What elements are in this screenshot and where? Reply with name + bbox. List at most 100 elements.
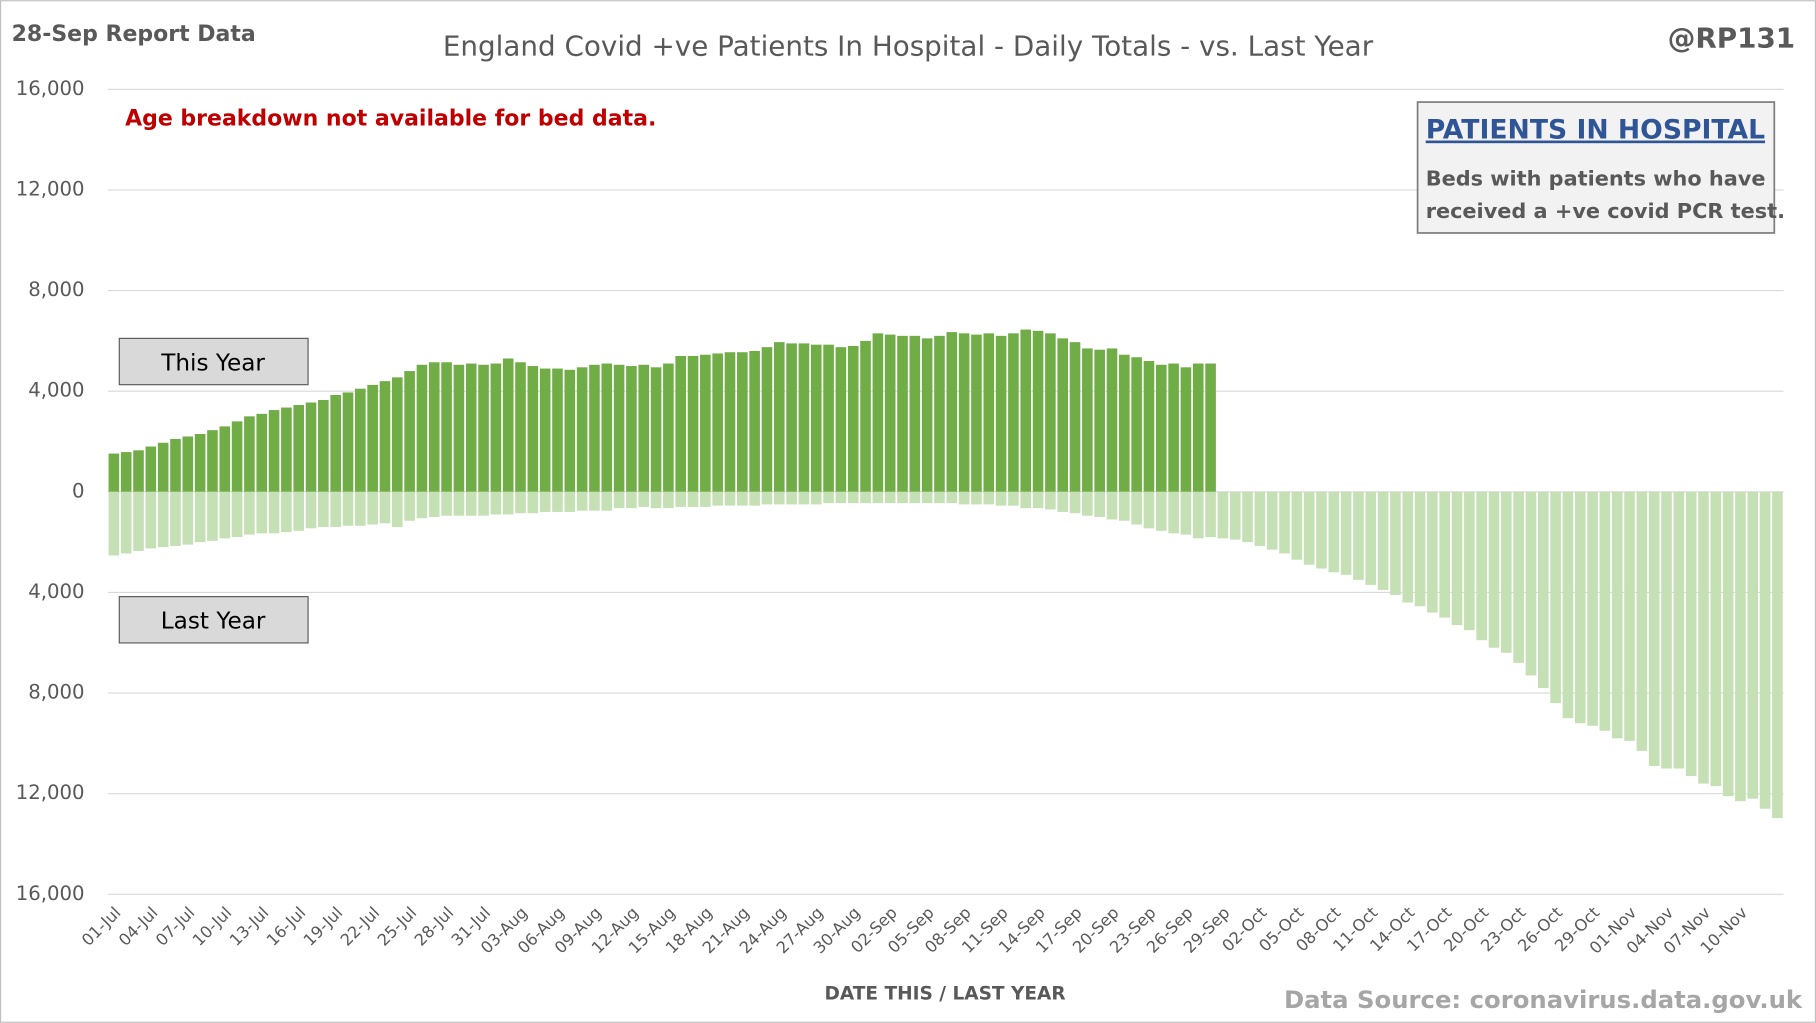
bars [108,329,1783,819]
bar [1673,491,1685,769]
bar [921,338,933,492]
legend-box [118,337,309,386]
bar [1143,361,1155,492]
bar [971,491,982,505]
bar [675,355,687,492]
y-tick-label: 16,000 [16,882,85,905]
bar [539,491,551,512]
bar [342,392,354,492]
bar [1192,491,1204,539]
bar [231,491,243,538]
bar [860,491,871,504]
bar [1722,491,1734,797]
info-line: Beds with patients who have [1426,167,1766,191]
bar [1353,491,1364,580]
bar [194,491,206,543]
bar [1537,491,1549,689]
bar [404,371,415,492]
y-tick-label: 12,000 [16,177,85,200]
bar [897,335,908,492]
bar [1069,342,1081,492]
bar [983,491,995,505]
bar [1402,491,1414,603]
info-heading: PATIENTS IN HOSPITAL [1426,115,1765,146]
bar [1525,491,1537,676]
bar [761,491,773,505]
bar [120,452,132,492]
bar [847,345,859,492]
legend-label: This Year [160,350,265,376]
y-tick-label: 4,000 [28,379,84,402]
bar [835,347,847,492]
bar [934,335,945,492]
bar [157,491,169,548]
bar [1513,491,1524,663]
bar [884,491,896,504]
bar [958,491,970,505]
bar [650,367,662,492]
bar [638,364,650,492]
bar [835,491,847,504]
bar [995,491,1007,506]
bar [1488,491,1500,648]
bar [663,363,674,492]
bar [1439,491,1451,618]
bar [798,343,810,492]
bar [1155,491,1167,531]
bar [884,334,896,492]
bar [207,430,218,492]
bar [515,362,526,492]
bar [724,491,736,506]
bar [589,364,600,492]
bar [1254,491,1266,546]
bar [1057,491,1069,512]
bar [687,491,699,507]
bar [626,366,637,492]
bar [712,353,723,492]
bar [244,416,255,492]
x-axis-label: DATE THIS / LAST YEAR [824,983,1065,1004]
bar [995,335,1007,492]
bar [1020,329,1032,492]
bar [1143,491,1155,529]
bar [1094,349,1105,492]
report-label: 28-Sep Report Data [12,22,256,47]
bar [576,367,588,492]
bar [1094,491,1105,517]
bar [182,436,194,492]
bar [909,335,921,492]
info-line: received a +ve covid PCR test. [1426,199,1785,223]
bar [749,491,760,506]
bar [1180,491,1192,535]
bar [1008,333,1019,492]
bar [1747,491,1759,799]
bar [810,491,822,505]
bar [1685,491,1697,777]
bar [1759,491,1771,809]
bar [1131,491,1142,525]
bar [552,368,563,492]
bar [1119,354,1130,492]
bar [120,491,132,554]
bar [564,491,576,512]
bar [367,491,378,525]
bar [256,491,268,534]
bar [786,343,797,492]
bar [1464,491,1475,631]
bar [330,491,341,528]
bar [589,491,600,511]
bar [761,347,773,492]
bar [281,491,292,533]
bar [515,491,526,514]
bar [133,491,144,551]
bar [527,366,539,492]
y-tick-label: 12,000 [16,781,85,804]
bar [1205,491,1216,538]
bar [613,491,625,509]
bar [256,413,268,492]
bar [207,491,218,541]
bar [909,491,921,504]
bar [1168,491,1179,534]
bar [1045,491,1056,510]
bar [1390,491,1401,595]
